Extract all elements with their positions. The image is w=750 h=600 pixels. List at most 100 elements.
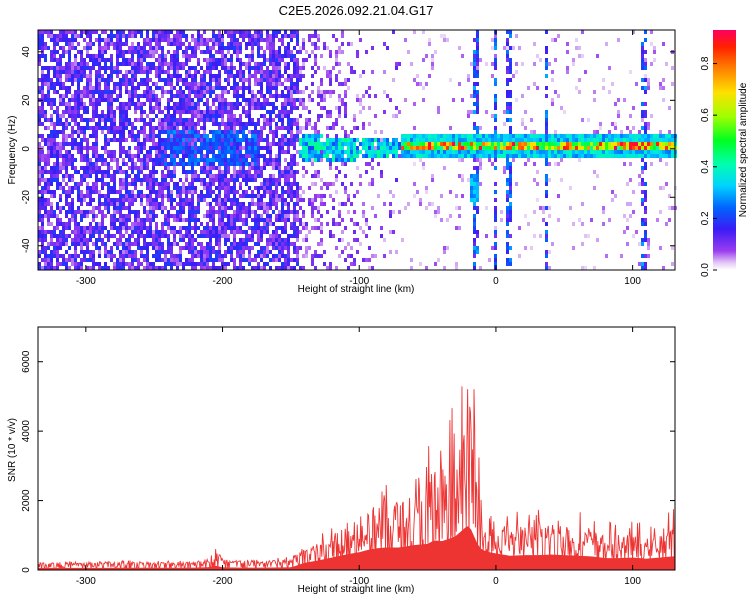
spectrogram-cell — [203, 162, 206, 166]
spectrogram-cell — [65, 166, 68, 170]
spectrogram-cell — [206, 254, 209, 258]
spectrogram-cell — [260, 174, 263, 178]
spectrogram-cell — [137, 98, 140, 102]
spectrogram-cell — [509, 234, 512, 238]
spectrogram-cell — [140, 182, 143, 186]
spectrogram-cell — [47, 214, 50, 218]
spectrogram-cell — [506, 30, 509, 34]
spectrogram-cell — [290, 190, 293, 194]
spectrogram-cell — [296, 162, 299, 166]
spectrogram-cell — [230, 38, 233, 42]
spectrogram-cell — [335, 62, 338, 66]
spectrogram-cell — [293, 58, 296, 62]
spectrogram-cell — [290, 110, 293, 114]
spectrogram-cell — [74, 106, 77, 110]
spectrogram-cell — [458, 206, 461, 210]
spectrogram-cell — [74, 130, 77, 134]
spectrogram-cell — [296, 118, 299, 122]
spectrogram-cell — [509, 178, 512, 182]
spectrogram-cell — [269, 242, 272, 246]
spectrogram-cell — [272, 54, 275, 58]
spectrogram-cell — [203, 114, 206, 118]
spectrogram-cell — [422, 154, 425, 158]
spectrogram-cell — [230, 226, 233, 230]
spectrogram-cell — [167, 250, 170, 254]
spectrogram-cell — [323, 98, 326, 102]
spectrogram-cell — [119, 194, 122, 198]
spectrogram-cell — [134, 102, 137, 106]
spectrogram-cell — [200, 194, 203, 198]
spectrogram-cell — [164, 106, 167, 110]
spectrogram-cell — [158, 38, 161, 42]
spectrogram-cell — [209, 54, 212, 58]
spectrogram-cell — [185, 230, 188, 234]
spectrogram-cell — [218, 34, 221, 38]
spectrogram-cell — [182, 262, 185, 266]
spectrogram-cell — [119, 210, 122, 214]
spectrogram-cell — [314, 182, 317, 186]
spectrogram-cell — [86, 238, 89, 242]
spectrogram-cell — [278, 114, 281, 118]
spectrogram-cell — [248, 246, 251, 250]
spectrogram-cell — [110, 90, 113, 94]
spectrogram-cell — [296, 210, 299, 214]
spectrogram-cell — [80, 230, 83, 234]
spectrogram-cell — [209, 218, 212, 222]
spectrogram-cell — [299, 218, 302, 222]
spectrogram-cell — [263, 38, 266, 42]
spectrogram-cell — [50, 254, 53, 258]
spectrogram-cell — [506, 194, 509, 198]
spectrogram-cell — [275, 258, 278, 262]
spectrogram-cell — [308, 94, 311, 98]
spectrogram-cell — [278, 66, 281, 70]
spectrogram-cell — [143, 122, 146, 126]
spectrogram-cell — [116, 50, 119, 54]
spectrogram-cell — [131, 170, 134, 174]
spectrogram-cell — [131, 190, 134, 194]
spectrogram-cell — [131, 266, 134, 270]
spectrogram-cell — [320, 154, 323, 158]
spectrogram-cell — [245, 110, 248, 114]
spectrogram-cell — [221, 158, 224, 162]
spectrogram-cell — [143, 222, 146, 226]
spectrogram-cell — [212, 226, 215, 230]
spectrogram-cell — [248, 38, 251, 42]
spectrogram-cell — [206, 106, 209, 110]
spectrogram-cell — [473, 250, 476, 254]
spectrogram-cell — [53, 150, 56, 154]
spectrogram-cell — [194, 134, 197, 138]
spectrogram-cell — [284, 238, 287, 242]
spectrogram-cell — [278, 70, 281, 74]
spectrogram-cell — [233, 118, 236, 122]
spectrogram-cell — [272, 78, 275, 82]
spectrogram-cell — [47, 158, 50, 162]
spectrogram-cell — [293, 34, 296, 38]
spectrogram-cell — [209, 162, 212, 166]
spectrogram-cell — [176, 182, 179, 186]
spectrogram-cell — [62, 30, 65, 34]
spectrogram-cell — [290, 130, 293, 134]
spectrogram-cell — [419, 202, 422, 206]
spectrogram-cell — [128, 266, 131, 270]
spectrogram-cell — [56, 34, 59, 38]
spectrogram-cell — [74, 234, 77, 238]
spectrogram-cell — [323, 106, 326, 110]
spectrogram-cell — [71, 202, 74, 206]
spectrogram-cell — [416, 146, 419, 150]
spectrogram-cell — [128, 94, 131, 98]
spectrogram-cell — [425, 142, 428, 146]
spectrogram-cell — [152, 54, 155, 58]
spectrogram-cell — [491, 74, 494, 78]
spectrogram-cell — [110, 34, 113, 38]
spectrogram-cell — [329, 150, 332, 154]
spectrogram-cell — [38, 106, 41, 110]
spectrogram-cell — [167, 174, 170, 178]
spectrogram-cell — [266, 138, 269, 142]
spectrogram-cell — [62, 206, 65, 210]
spectrogram-cell — [317, 150, 320, 154]
spectrogram-cell — [218, 30, 221, 34]
spectrogram-cell — [194, 174, 197, 178]
spectrogram-cell — [317, 118, 320, 122]
spectrogram-cell — [179, 90, 182, 94]
spectrogram-cell — [95, 242, 98, 246]
